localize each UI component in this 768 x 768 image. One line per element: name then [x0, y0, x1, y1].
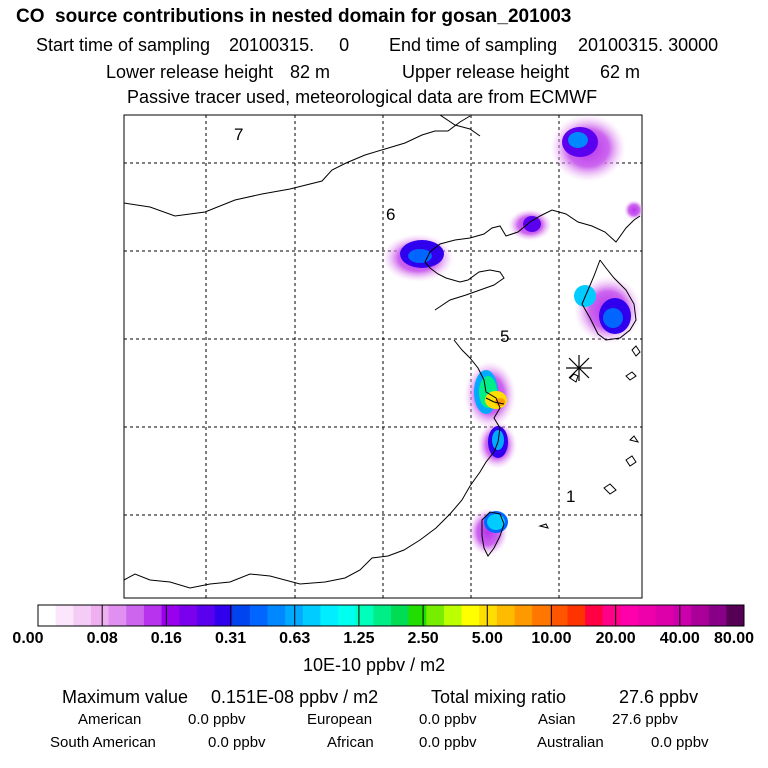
start-time-label: Start time of sampling	[36, 35, 211, 55]
upper-height-label: Upper release height	[402, 62, 570, 82]
colorbar-cell	[214, 605, 233, 626]
colorbar-cell	[285, 605, 304, 626]
colorbar-cell	[514, 605, 533, 626]
colorbar-cell	[302, 605, 321, 626]
colorbar-cell	[426, 605, 445, 626]
map-gridlines	[124, 115, 642, 598]
upper-height-value: 62 m	[600, 62, 641, 82]
colorbar-cell	[90, 605, 110, 626]
colorbar-cell	[638, 605, 657, 626]
colorbar-unit: 10E-10 ppbv / m2	[303, 655, 446, 675]
region-name-european: European	[307, 711, 373, 728]
colorbar-tick: 0.16	[150, 630, 182, 647]
plume-beijing	[382, 234, 454, 282]
colorbar-cell	[532, 605, 551, 626]
colorbar-frame	[37, 604, 745, 627]
colorbar-cell	[585, 605, 604, 626]
region-name-australian: Australian	[537, 734, 604, 751]
colorbar-tick: 40.00	[659, 630, 700, 647]
start-time-value: 20100315. 0	[229, 35, 350, 55]
colorbar-cell	[143, 605, 163, 626]
colorbar-cell	[38, 605, 57, 626]
colorbar-cell	[408, 605, 427, 626]
end-time-label: End time of sampling	[389, 35, 558, 55]
colorbar-cell	[443, 605, 463, 626]
colorbar-tick: 0.00	[12, 630, 44, 647]
colorbar-cell	[338, 605, 357, 626]
end-time-value: 20100315. 30000	[578, 35, 719, 55]
colorbar-cell	[161, 605, 180, 626]
colorbar-cell	[179, 605, 198, 626]
colorbar-tick: 0.08	[86, 630, 118, 647]
colorbar-cell	[549, 605, 568, 626]
grid-label-7: 7	[234, 125, 243, 144]
colorbar-cell	[479, 605, 498, 626]
lower-height-label: Lower release height	[106, 62, 274, 82]
colorbar-cell	[673, 605, 692, 626]
colorbar-cell	[232, 605, 251, 626]
colorbar-cell	[355, 605, 374, 626]
region-name-african: African	[327, 734, 374, 751]
colorbar-cell	[320, 605, 339, 626]
plume-dalian	[508, 209, 552, 241]
max-value: 0.151E-08 ppbv / m2	[211, 687, 379, 707]
colorbar-cell	[55, 605, 74, 626]
colorbar-cell	[391, 605, 410, 626]
colorbar-cell	[655, 605, 674, 626]
region-name-south-american: South American	[50, 734, 156, 751]
plume-north-korea-top	[550, 115, 626, 182]
plume-taiwan	[468, 508, 508, 556]
colorbar-tick: 0.63	[279, 630, 311, 647]
max-value-label: Maximum value	[62, 687, 189, 707]
colorbar-tick: 0.31	[214, 630, 247, 647]
grid-label-5: 5	[500, 327, 509, 346]
chart-title: CO source contributions in nested domain…	[16, 6, 572, 27]
colorbar-tick: 2.50	[407, 630, 439, 647]
total-mixing-label: Total mixing ratio	[431, 687, 567, 707]
colorbar-tick: 20.00	[595, 630, 636, 647]
colorbar-cell	[602, 605, 621, 626]
plume-west-edge	[624, 200, 642, 220]
region-value-european: 0.0 ppbv	[419, 711, 477, 728]
colorbar-tick: 10.00	[531, 630, 572, 647]
colorbar-cell	[496, 605, 516, 626]
receptor-marker	[566, 355, 592, 381]
region-name-asian: Asian	[538, 711, 576, 728]
colorbar-cell	[567, 605, 586, 626]
colorbar-cell	[249, 605, 268, 626]
region-value-asian: 27.6 ppbv	[612, 711, 678, 728]
colorbar-cell	[373, 605, 392, 626]
colorbar-cell	[726, 605, 745, 626]
region-name-american: American	[78, 711, 142, 728]
colorbar-cell	[126, 605, 145, 626]
colorbar-cell	[691, 605, 710, 626]
total-mixing-value: 27.6 ppbv	[619, 687, 699, 707]
colorbar-tick: 1.25	[343, 630, 375, 647]
region-value-american: 0.0 ppbv	[188, 711, 246, 728]
region-value-african: 0.0 ppbv	[419, 734, 477, 751]
region-value-australian: 0.0 ppbv	[651, 734, 709, 751]
region-value-south-american: 0.0 ppbv	[208, 734, 266, 751]
tracer-note: Passive tracer used, meteorological data…	[127, 87, 598, 107]
colorbar-cell	[267, 605, 286, 626]
colorbar-cell	[196, 605, 215, 626]
coastlines	[124, 115, 641, 589]
grid-label-1: 1	[566, 487, 575, 506]
colorbar-cell	[708, 605, 727, 626]
colorbar-cell	[620, 605, 639, 626]
lower-height-value: 82 m	[290, 62, 331, 82]
colorbar-tick: 80.00	[713, 630, 755, 647]
colorbar-tick: 5.00	[471, 630, 503, 647]
colorbar-cell	[108, 605, 127, 626]
colorbar-cell	[73, 605, 92, 626]
grid-label-6: 6	[386, 205, 395, 224]
colorbar-cell	[461, 605, 480, 626]
